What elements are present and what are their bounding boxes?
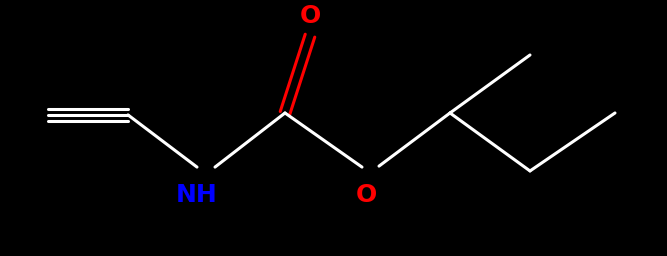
Text: O: O <box>356 183 377 207</box>
Text: NH: NH <box>176 183 218 207</box>
Text: O: O <box>299 4 321 28</box>
